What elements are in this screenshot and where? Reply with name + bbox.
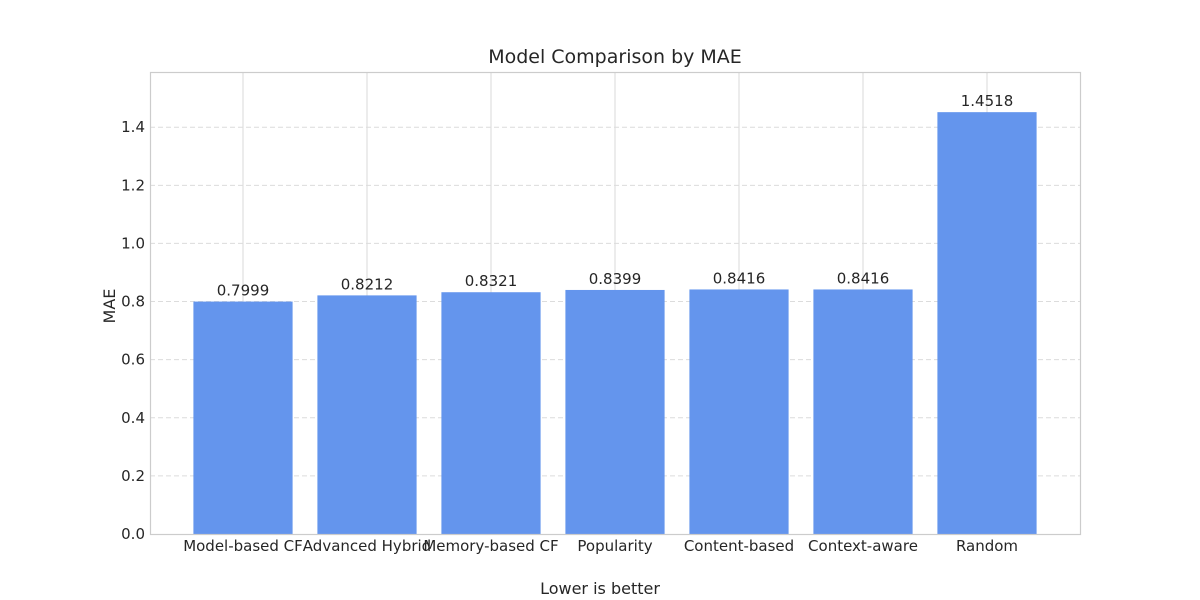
- y-tick-label: 1.4: [121, 118, 145, 136]
- bar-value-label: 0.8399: [589, 270, 642, 288]
- x-tick-label: Random: [956, 537, 1018, 555]
- y-tick-label: 0.2: [121, 467, 145, 485]
- bar-5: [813, 289, 913, 534]
- bar-value-labels: 0.7999 0.8212 0.8321 0.8399 0.8416 0.8416 1.45…: [217, 92, 1014, 299]
- chart-title: Model Comparison by MAE: [488, 46, 742, 68]
- bar-6: [937, 112, 1037, 535]
- x-tick-label: Popularity: [577, 537, 652, 555]
- bars: [193, 112, 1037, 535]
- bar-4: [689, 289, 789, 534]
- x-tick-label: Context-aware: [808, 537, 918, 555]
- plot-frame: [149, 71, 1082, 536]
- bar-value-label: 0.8212: [341, 275, 394, 293]
- bar-value-label: 0.8416: [837, 269, 890, 287]
- y-axis-label: MAE: [100, 289, 119, 324]
- x-tick-label: Model-based CF: [183, 537, 303, 555]
- bar-value-label: 0.8321: [465, 272, 518, 290]
- bar-1: [317, 295, 417, 534]
- bar-value-label: 0.8416: [713, 269, 766, 287]
- y-tick-label: 1.0: [121, 234, 145, 252]
- bar-value-label: 0.7999: [217, 282, 270, 300]
- y-axis-ticks: 0.0 0.2 0.4 0.6 0.8 1.0 1.2 1.4: [121, 118, 145, 543]
- x-tick-label: Content-based: [684, 537, 794, 555]
- x-tick-label: Advanced Hybrid: [303, 537, 431, 555]
- bar-0: [193, 301, 293, 534]
- bar-3: [565, 289, 665, 534]
- bar-2: [441, 292, 541, 534]
- x-axis-label: Lower is better: [540, 579, 660, 598]
- x-tick-label: Memory-based CF: [423, 537, 558, 555]
- y-tick-label: 0.8: [121, 293, 145, 311]
- y-tick-label: 0.0: [121, 525, 145, 543]
- y-tick-label: 0.4: [121, 409, 145, 427]
- bar-value-label: 1.4518: [961, 92, 1014, 110]
- y-tick-label: 0.6: [121, 351, 145, 369]
- x-axis-ticks: Model-based CF Advanced HybridMemory-base…: [183, 537, 1018, 555]
- y-tick-label: 1.2: [121, 176, 145, 194]
